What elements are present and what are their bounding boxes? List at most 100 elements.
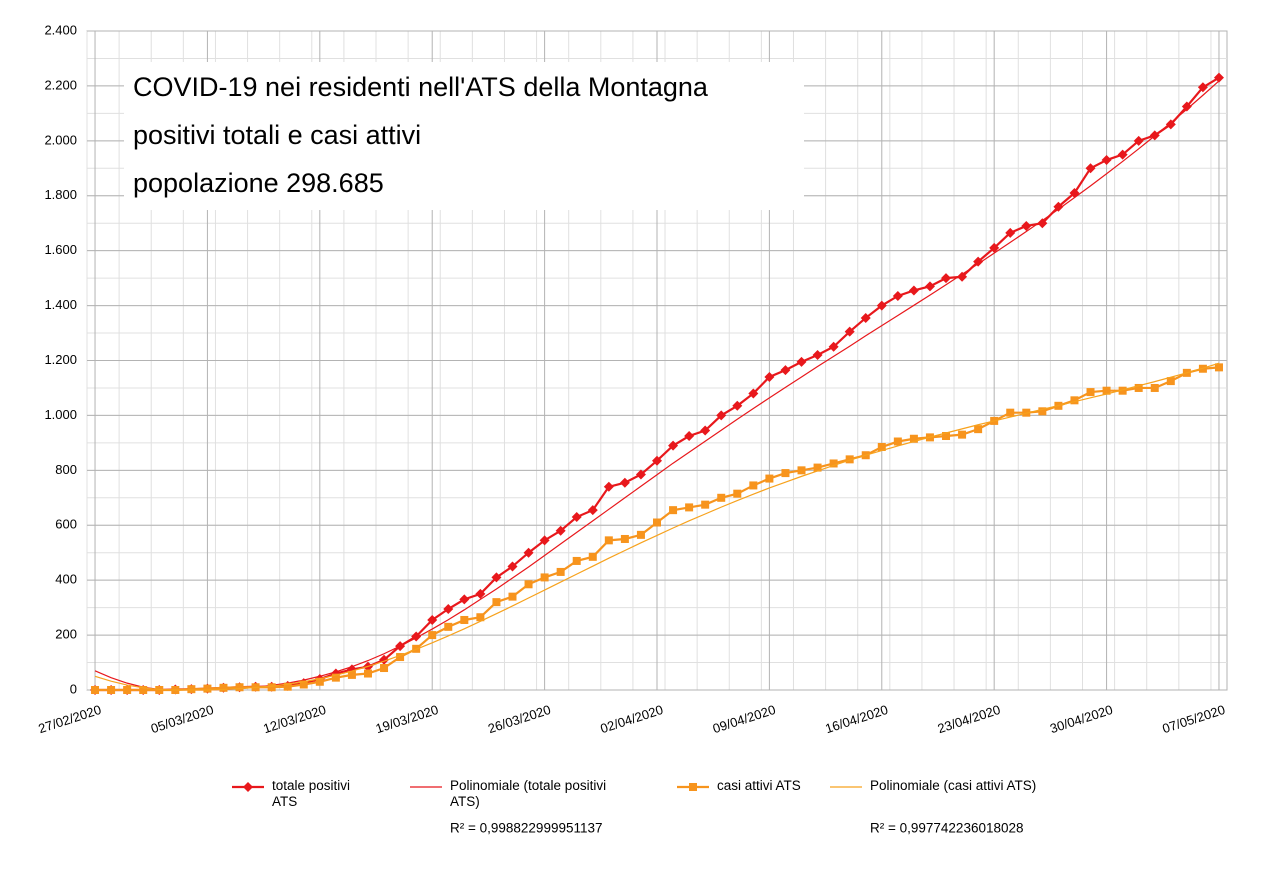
marker [1150, 383, 1159, 392]
marker [1165, 119, 1176, 130]
marker [812, 350, 823, 361]
y-tick-label: 2.400 [44, 22, 77, 37]
marker [619, 477, 630, 488]
x-tick-label: 16/04/2020 [823, 702, 890, 736]
marker [219, 683, 228, 692]
marker [1086, 388, 1095, 397]
marker [444, 622, 453, 631]
marker [764, 371, 775, 382]
title-line: popolazione 298.685 [133, 168, 384, 198]
marker [893, 437, 902, 446]
y-tick-label: 1.800 [44, 187, 77, 202]
marker [973, 256, 984, 267]
marker [91, 686, 100, 694]
marker [813, 463, 822, 472]
marker [427, 614, 438, 625]
marker [267, 683, 276, 692]
marker [1005, 227, 1016, 238]
legend-marker [689, 783, 697, 791]
marker [476, 613, 485, 622]
marker [829, 459, 838, 468]
y-tick-label: 1.600 [44, 242, 77, 257]
marker [507, 561, 518, 572]
x-tick-label: 26/03/2020 [486, 702, 553, 736]
marker [299, 680, 308, 689]
marker [1038, 407, 1047, 416]
marker [491, 572, 502, 583]
y-tick-label: 0 [70, 681, 77, 696]
marker [1006, 408, 1015, 417]
marker [396, 653, 405, 662]
marker [283, 682, 292, 691]
marker [428, 631, 437, 640]
marker [781, 469, 790, 478]
marker [749, 481, 758, 490]
legend-label: casi attivi ATS [717, 778, 801, 793]
marker [539, 535, 550, 546]
marker [523, 547, 534, 558]
marker [635, 469, 646, 480]
marker [347, 670, 356, 679]
x-tick-label: 02/04/2020 [598, 702, 665, 736]
x-tick-label: 23/04/2020 [936, 702, 1003, 736]
y-tick-label: 1.200 [44, 352, 77, 367]
marker [380, 664, 389, 673]
marker [668, 440, 679, 451]
marker [331, 673, 340, 682]
x-tick-label: 19/03/2020 [374, 702, 441, 736]
marker [555, 525, 566, 536]
marker [957, 271, 968, 282]
marker [684, 431, 695, 442]
marker [1166, 377, 1175, 386]
marker [187, 685, 196, 694]
marker [892, 290, 903, 301]
marker [556, 567, 565, 576]
marker [989, 242, 1000, 253]
r2-label: R² = 0,998822999951137 [450, 821, 603, 836]
legend-entry: Polinomiale (totale positivi ATS) [450, 778, 606, 809]
marker [603, 481, 614, 492]
marker [1197, 82, 1208, 93]
marker [700, 425, 711, 436]
marker [315, 677, 324, 686]
legend-entry: casi attivi ATS [717, 778, 801, 793]
marker [620, 534, 629, 543]
marker [1213, 72, 1224, 83]
marker [540, 573, 549, 582]
marker [732, 400, 743, 411]
y-tick-label: 1.400 [44, 297, 77, 312]
y-tick-label: 200 [55, 627, 77, 642]
marker [652, 455, 662, 466]
marker [908, 285, 919, 296]
marker [958, 430, 967, 439]
marker [1021, 220, 1032, 231]
marker [524, 580, 533, 589]
marker [941, 273, 952, 284]
marker [1053, 201, 1064, 212]
trend-line [94, 362, 1220, 691]
marker [844, 326, 855, 337]
x-tick-label: 12/03/2020 [261, 702, 328, 736]
marker [1102, 386, 1111, 395]
title-line: COVID-19 nei residenti nell'ATS della Mo… [133, 72, 709, 102]
y-tick-label: 2.200 [44, 77, 77, 92]
marker [235, 683, 244, 692]
marker [780, 365, 791, 376]
marker [942, 432, 951, 441]
marker [1101, 155, 1112, 166]
marker [1134, 383, 1143, 392]
r2-label: R² = 0,997742236018028 [870, 821, 1024, 836]
marker [796, 356, 807, 367]
marker [139, 686, 148, 694]
marker [1070, 396, 1079, 405]
y-tick-label: 800 [55, 462, 77, 477]
marker [1214, 363, 1223, 372]
marker [123, 686, 132, 694]
marker [924, 281, 935, 292]
legend-entry: Polinomiale (casi attivi ATS) [870, 778, 1036, 793]
x-tick-label: 09/04/2020 [711, 702, 778, 736]
marker [653, 518, 661, 527]
legend-marker [243, 782, 253, 792]
marker [909, 434, 918, 443]
